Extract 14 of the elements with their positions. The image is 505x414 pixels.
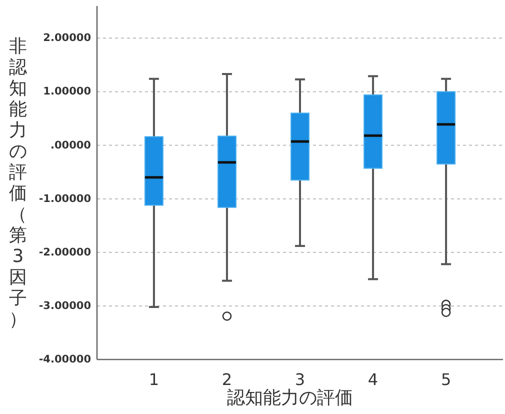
y-tick-label: -1.00000	[38, 192, 91, 205]
x-tick-label: 1	[148, 370, 160, 389]
y-tick-label: -3.00000	[38, 300, 91, 312]
y-tick-label: 1.00000	[43, 86, 91, 98]
text: 非認知能力の評価（第3因子）	[9, 36, 27, 330]
x-axis-title: 認知能力の評価	[227, 388, 353, 408]
x-tick-label: 4	[368, 370, 378, 389]
y-tick-label: .00000	[50, 139, 91, 152]
y-tick-label: -4.00000	[38, 354, 91, 366]
x-tick-label: 2	[222, 370, 232, 389]
y-tick-label: 2.00000	[43, 32, 91, 44]
x-tick-label: 3	[294, 370, 306, 389]
y-tick-label: -2.00000	[38, 246, 91, 258]
x-tick-label: 5	[440, 370, 452, 389]
